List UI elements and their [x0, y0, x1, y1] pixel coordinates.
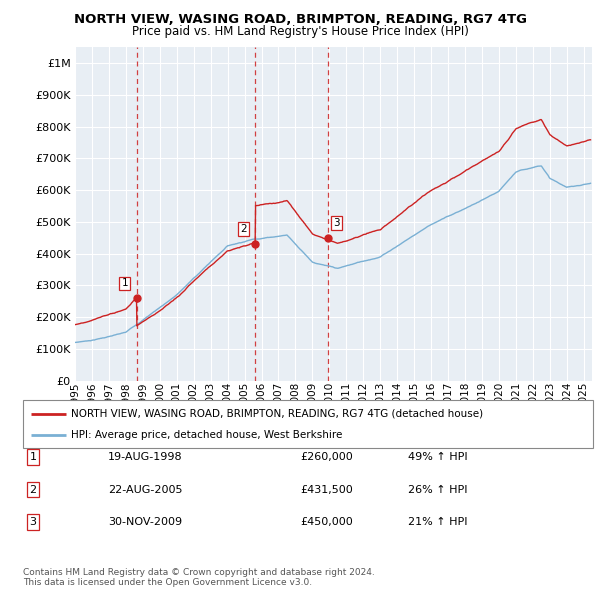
Text: Price paid vs. HM Land Registry's House Price Index (HPI): Price paid vs. HM Land Registry's House … [131, 25, 469, 38]
Text: 1: 1 [121, 278, 128, 289]
Text: 19-AUG-1998: 19-AUG-1998 [108, 453, 182, 462]
Text: 3: 3 [333, 218, 340, 228]
Text: 2: 2 [29, 485, 37, 494]
Text: 1: 1 [29, 453, 37, 462]
Text: 3: 3 [29, 517, 37, 527]
Text: 30-NOV-2009: 30-NOV-2009 [108, 517, 182, 527]
Text: HPI: Average price, detached house, West Berkshire: HPI: Average price, detached house, West… [71, 430, 343, 440]
Text: 22-AUG-2005: 22-AUG-2005 [108, 485, 182, 494]
Text: 49% ↑ HPI: 49% ↑ HPI [408, 453, 467, 462]
Text: Contains HM Land Registry data © Crown copyright and database right 2024.: Contains HM Land Registry data © Crown c… [23, 568, 374, 576]
Text: This data is licensed under the Open Government Licence v3.0.: This data is licensed under the Open Gov… [23, 578, 312, 587]
Text: £431,500: £431,500 [300, 485, 353, 494]
Text: 2: 2 [240, 224, 247, 234]
Text: NORTH VIEW, WASING ROAD, BRIMPTON, READING, RG7 4TG (detached house): NORTH VIEW, WASING ROAD, BRIMPTON, READI… [71, 408, 484, 418]
Text: £450,000: £450,000 [300, 517, 353, 527]
Text: 21% ↑ HPI: 21% ↑ HPI [408, 517, 467, 527]
Text: £260,000: £260,000 [300, 453, 353, 462]
Text: 26% ↑ HPI: 26% ↑ HPI [408, 485, 467, 494]
FancyBboxPatch shape [23, 400, 593, 448]
Text: NORTH VIEW, WASING ROAD, BRIMPTON, READING, RG7 4TG: NORTH VIEW, WASING ROAD, BRIMPTON, READI… [74, 13, 527, 26]
